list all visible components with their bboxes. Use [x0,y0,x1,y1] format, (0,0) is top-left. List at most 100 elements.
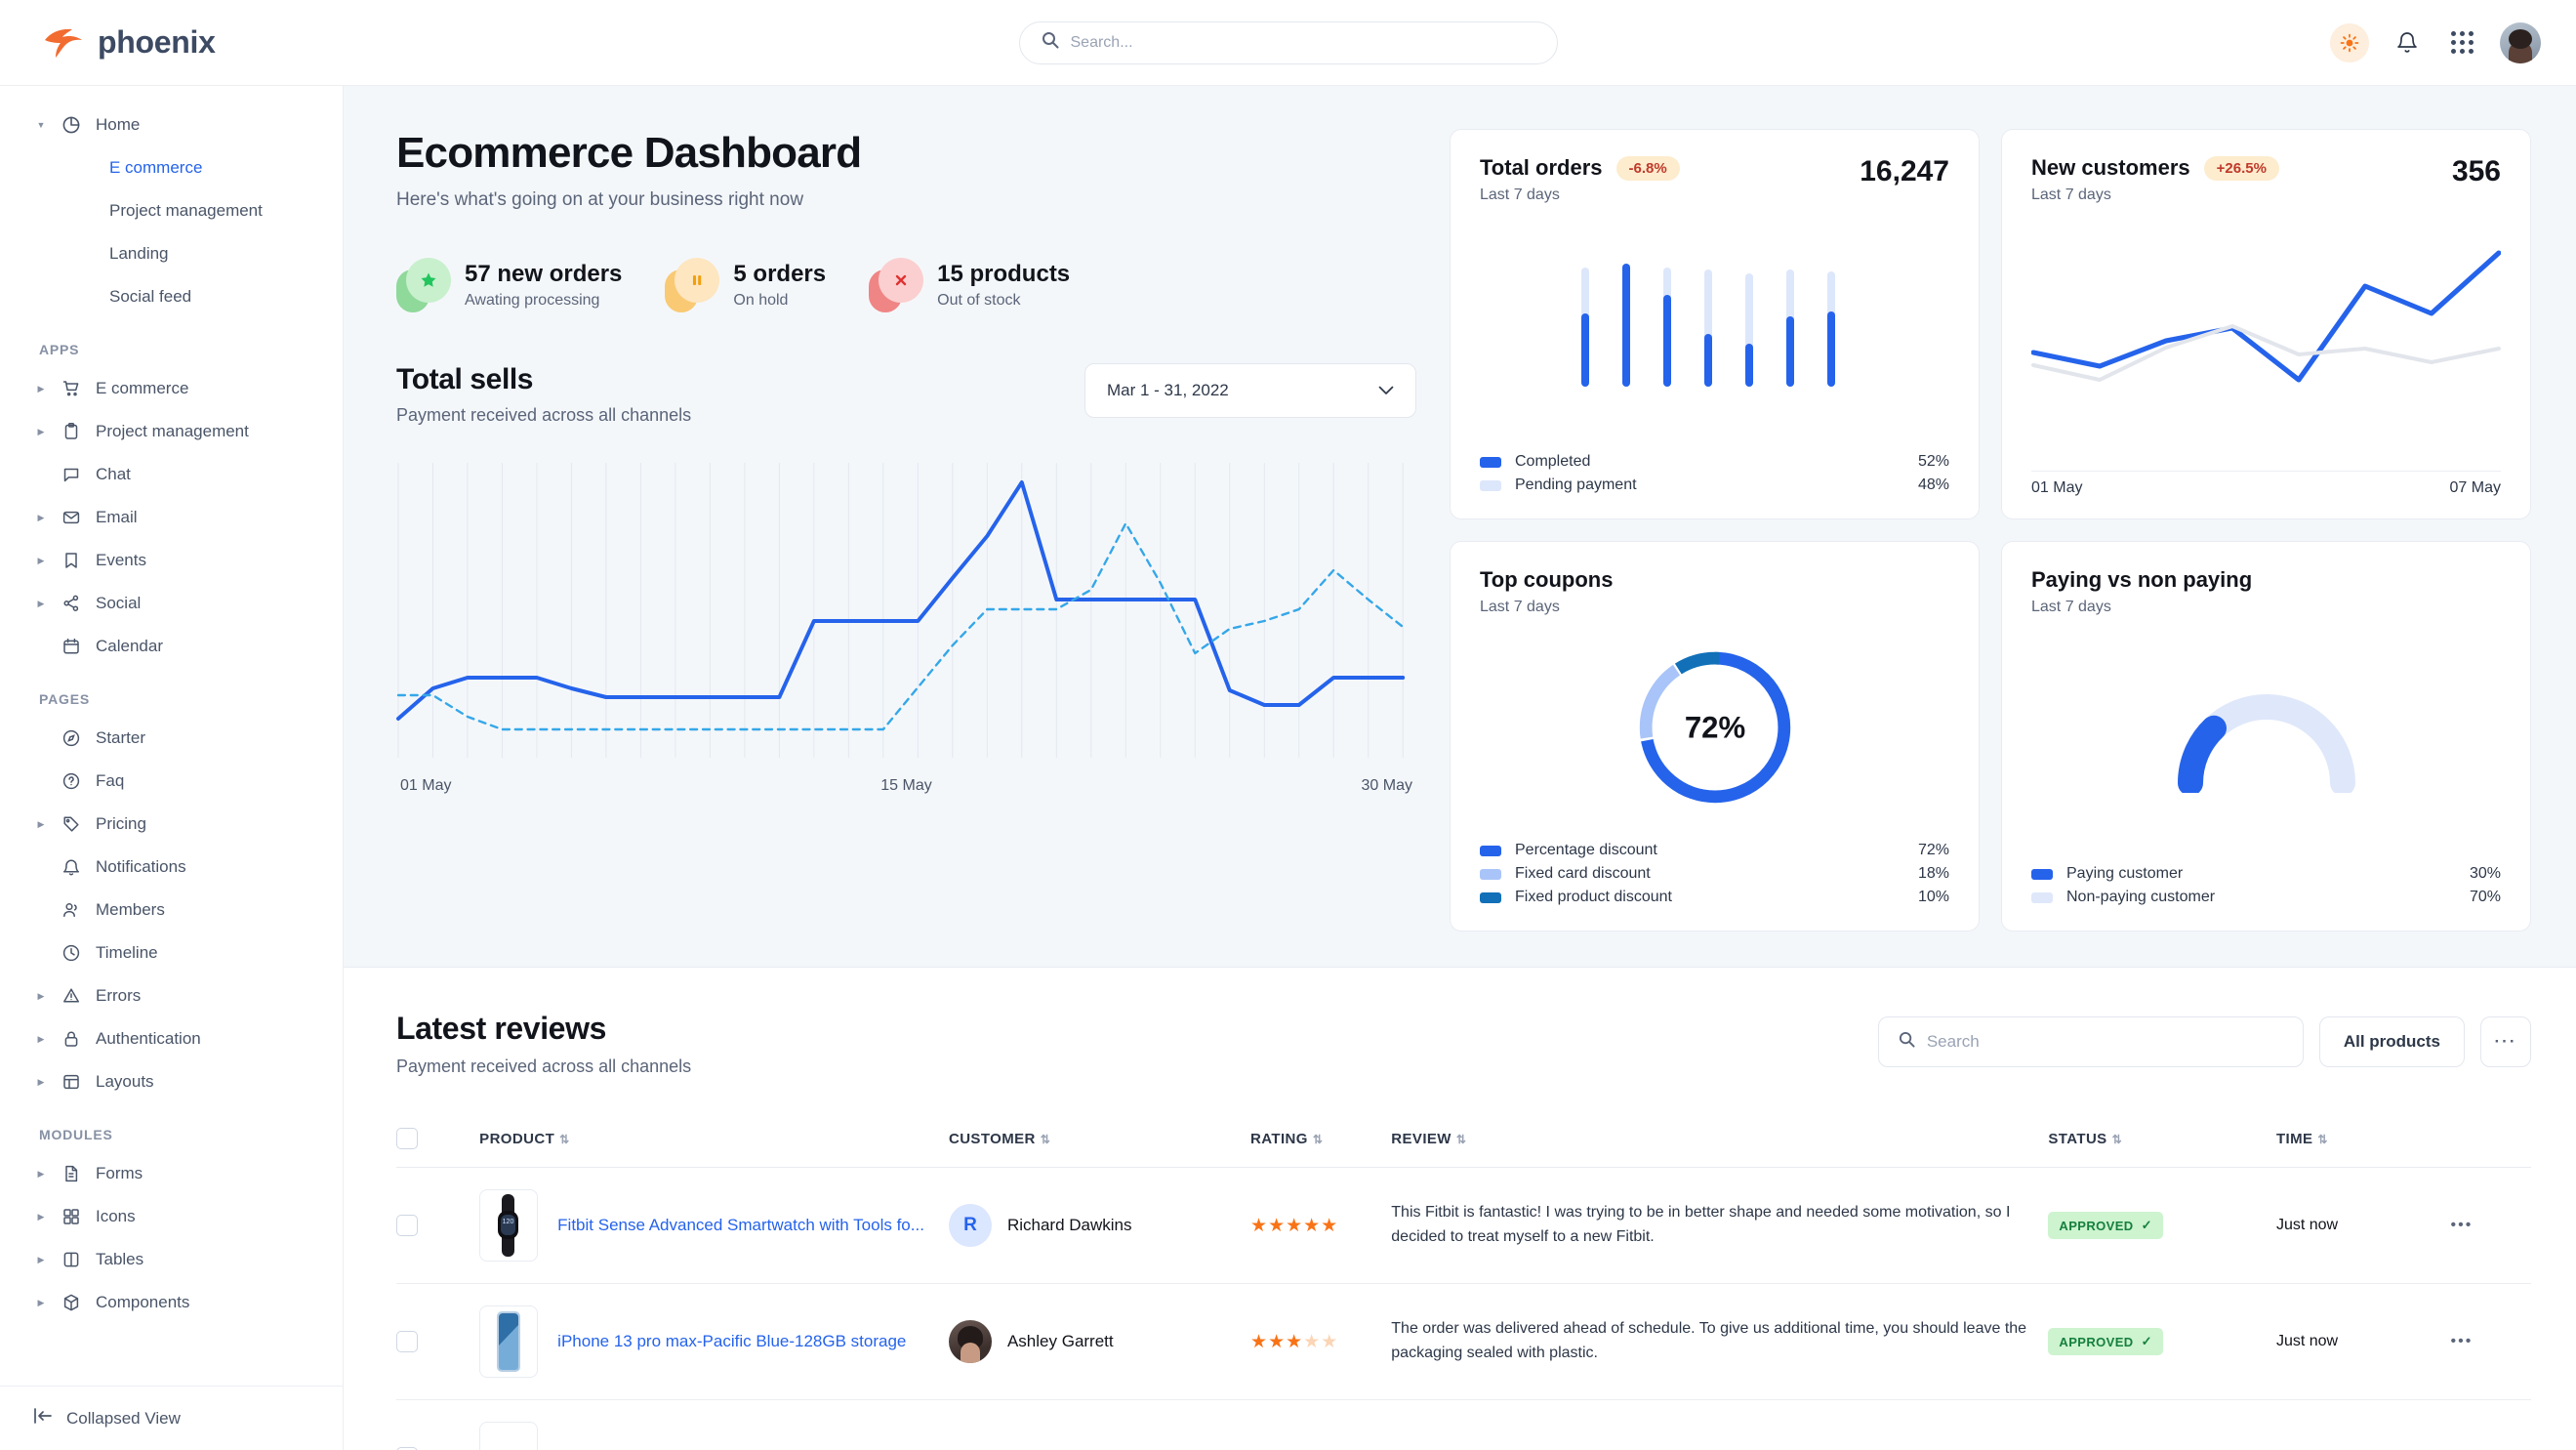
column-customer[interactable]: CUSTOMER ⇅ [948,1114,1251,1168]
column-actions [2450,1114,2531,1168]
more-options-button[interactable]: ··· [2480,1016,2531,1067]
sidebar-group-modules: MODULES [39,1127,113,1142]
collapse-sidebar-button[interactable]: Collapsed View [0,1386,343,1450]
chevron-right-icon[interactable]: ▶ [37,426,45,436]
stat-out-of-stock: 15 products Out of stock [869,258,1070,312]
pie-chart-icon [59,115,84,135]
rating-stars: ★★★★★ [1250,1331,1339,1352]
sidebar-item-members[interactable]: ▶ Members [0,889,343,932]
row-checkbox[interactable] [396,1331,418,1352]
row-more-icon[interactable]: ••• [2450,1217,2474,1233]
column-review[interactable]: REVIEW ⇅ [1391,1114,2049,1168]
clock-icon [59,943,84,963]
sidebar-subitem-social-feed[interactable]: Social feed [109,287,192,306]
brand-logo[interactable]: phoenix [0,24,344,61]
paying-gauge-chart [2031,616,2501,862]
reviews-search-input[interactable] [1926,1032,2283,1052]
warning-triangle-icon [59,986,84,1006]
sidebar-item-email[interactable]: ▶ Email [0,496,343,539]
sidebar-item-forms[interactable]: ▶ Forms [0,1152,343,1195]
sidebar-item-faq[interactable]: ▶ Faq [0,760,343,803]
sidebar-item-label: Icons [96,1207,136,1225]
select-all-checkbox[interactable] [396,1128,418,1149]
sidebar-item-starter[interactable]: ▶ Starter [0,717,343,760]
chevron-right-icon[interactable]: ▶ [37,818,45,829]
date-range-select[interactable]: Mar 1 - 31, 2022 [1084,363,1416,418]
sidebar-item-tables[interactable]: ▶ Tables [0,1238,343,1281]
sidebar-item-home[interactable]: ▼ Home [0,104,343,146]
sidebar-item-label: Timeline [96,943,158,962]
reviews-title: Latest reviews [396,1011,606,1046]
row-select-cell[interactable] [396,1167,480,1284]
column-time[interactable]: TIME ⇅ [2275,1114,2451,1168]
global-search[interactable] [1018,21,1558,64]
total-sells-chart: 01 May 15 May 30 May [396,453,1416,794]
sidebar-item-notifications[interactable]: ▶ Notifications [0,846,343,889]
chevron-right-icon[interactable]: ▶ [37,383,45,394]
row-actions-cell[interactable] [2450,1399,2531,1450]
chevron-right-icon[interactable]: ▶ [37,555,45,565]
sidebar-item-project-management[interactable]: ▶ Project management [0,410,343,453]
row-actions-cell[interactable]: ••• [2450,1283,2531,1400]
chevron-right-icon[interactable]: ▶ [37,1033,45,1044]
stat-caption: Out of stock [937,292,1021,309]
sidebar-item-label: Social [96,594,142,612]
legend-value: 72% [1917,842,1949,858]
sidebar-item-errors[interactable]: ▶ Errors [0,974,343,1017]
table-row[interactable]: iPhone 13 pro max-Pacific Blue-128GB sto… [396,1283,2531,1400]
chevron-right-icon[interactable]: ▶ [37,512,45,522]
sidebar: ▼ Home E commerce Project management Lan… [0,86,344,1450]
chevron-right-icon[interactable]: ▶ [37,1297,45,1307]
chevron-down-icon[interactable]: ▼ [36,120,46,130]
card-title: Paying vs non paying [2031,567,2253,592]
select-all-header[interactable] [396,1114,480,1168]
column-status[interactable]: STATUS ⇅ [2048,1114,2276,1168]
sidebar-subitem-landing[interactable]: Landing [109,244,169,263]
chevron-right-icon[interactable]: ▶ [37,598,45,608]
apps-grid-icon[interactable] [2445,26,2478,60]
legend-label: Fixed product discount [1515,889,1672,905]
chevron-right-icon[interactable]: ▶ [37,1254,45,1264]
product-link[interactable]: Fitbit Sense Advanced Smartwatch with To… [557,1216,924,1234]
sidebar-item-icons[interactable]: ▶ Icons [0,1195,343,1238]
table-row[interactable]: 120 Fitbit Sense Advanced Smartwatch wit… [396,1167,2531,1284]
sidebar-item-social[interactable]: ▶ Social [0,582,343,625]
legend-item: Pending payment 48% [1480,474,1949,497]
sidebar-subitem-ecommerce[interactable]: E commerce [109,158,203,177]
row-actions-cell[interactable]: ••• [2450,1167,2531,1284]
bell-icon[interactable] [2391,26,2424,60]
sidebar-item-timeline[interactable]: ▶ Timeline [0,932,343,974]
sidebar-item-layouts[interactable]: ▶ Layouts [0,1060,343,1103]
legend-label: Paying customer [2066,865,2184,882]
sidebar-item-chat[interactable]: ▶ Chat [0,453,343,496]
column-rating[interactable]: RATING ⇅ [1250,1114,1392,1168]
chevron-right-icon[interactable]: ▶ [37,990,45,1001]
user-avatar[interactable] [2500,21,2541,63]
row-select-cell[interactable] [396,1283,480,1400]
sidebar-item-events[interactable]: ▶ Events [0,539,343,582]
axis-start: 01 May [2031,479,2083,496]
product-link[interactable]: iPhone 13 pro max-Pacific Blue-128GB sto… [557,1332,907,1350]
row-select-cell[interactable] [396,1399,480,1450]
clipboard-icon [59,422,84,441]
chevron-right-icon[interactable]: ▶ [37,1076,45,1087]
sidebar-item-e-commerce[interactable]: ▶ E commerce [0,367,343,410]
sidebar-item-calendar[interactable]: ▶ Calendar [0,625,343,668]
sidebar-item-pricing[interactable]: ▶ Pricing [0,803,343,846]
sidebar-item-authentication[interactable]: ▶ Authentication [0,1017,343,1060]
chevron-right-icon[interactable]: ▶ [37,1211,45,1222]
sun-icon[interactable] [2330,22,2369,62]
reviews-search[interactable] [1877,1016,2304,1067]
sidebar-subitem-project-management[interactable]: Project management [109,201,263,220]
status-badge: +26.5% [2203,155,2279,181]
table-row[interactable] [396,1399,2531,1450]
all-products-filter-button[interactable]: All products [2318,1016,2465,1067]
sidebar-item-components[interactable]: ▶ Components [0,1281,343,1324]
row-checkbox[interactable] [396,1215,418,1236]
legend-swatch [1480,891,1501,903]
search-input[interactable] [1070,33,1535,52]
row-more-icon[interactable]: ••• [2450,1333,2474,1349]
column-product[interactable]: PRODUCT ⇅ [479,1114,949,1168]
legend-item: Percentage discount 72% [1480,839,1949,862]
chevron-right-icon[interactable]: ▶ [37,1168,45,1179]
